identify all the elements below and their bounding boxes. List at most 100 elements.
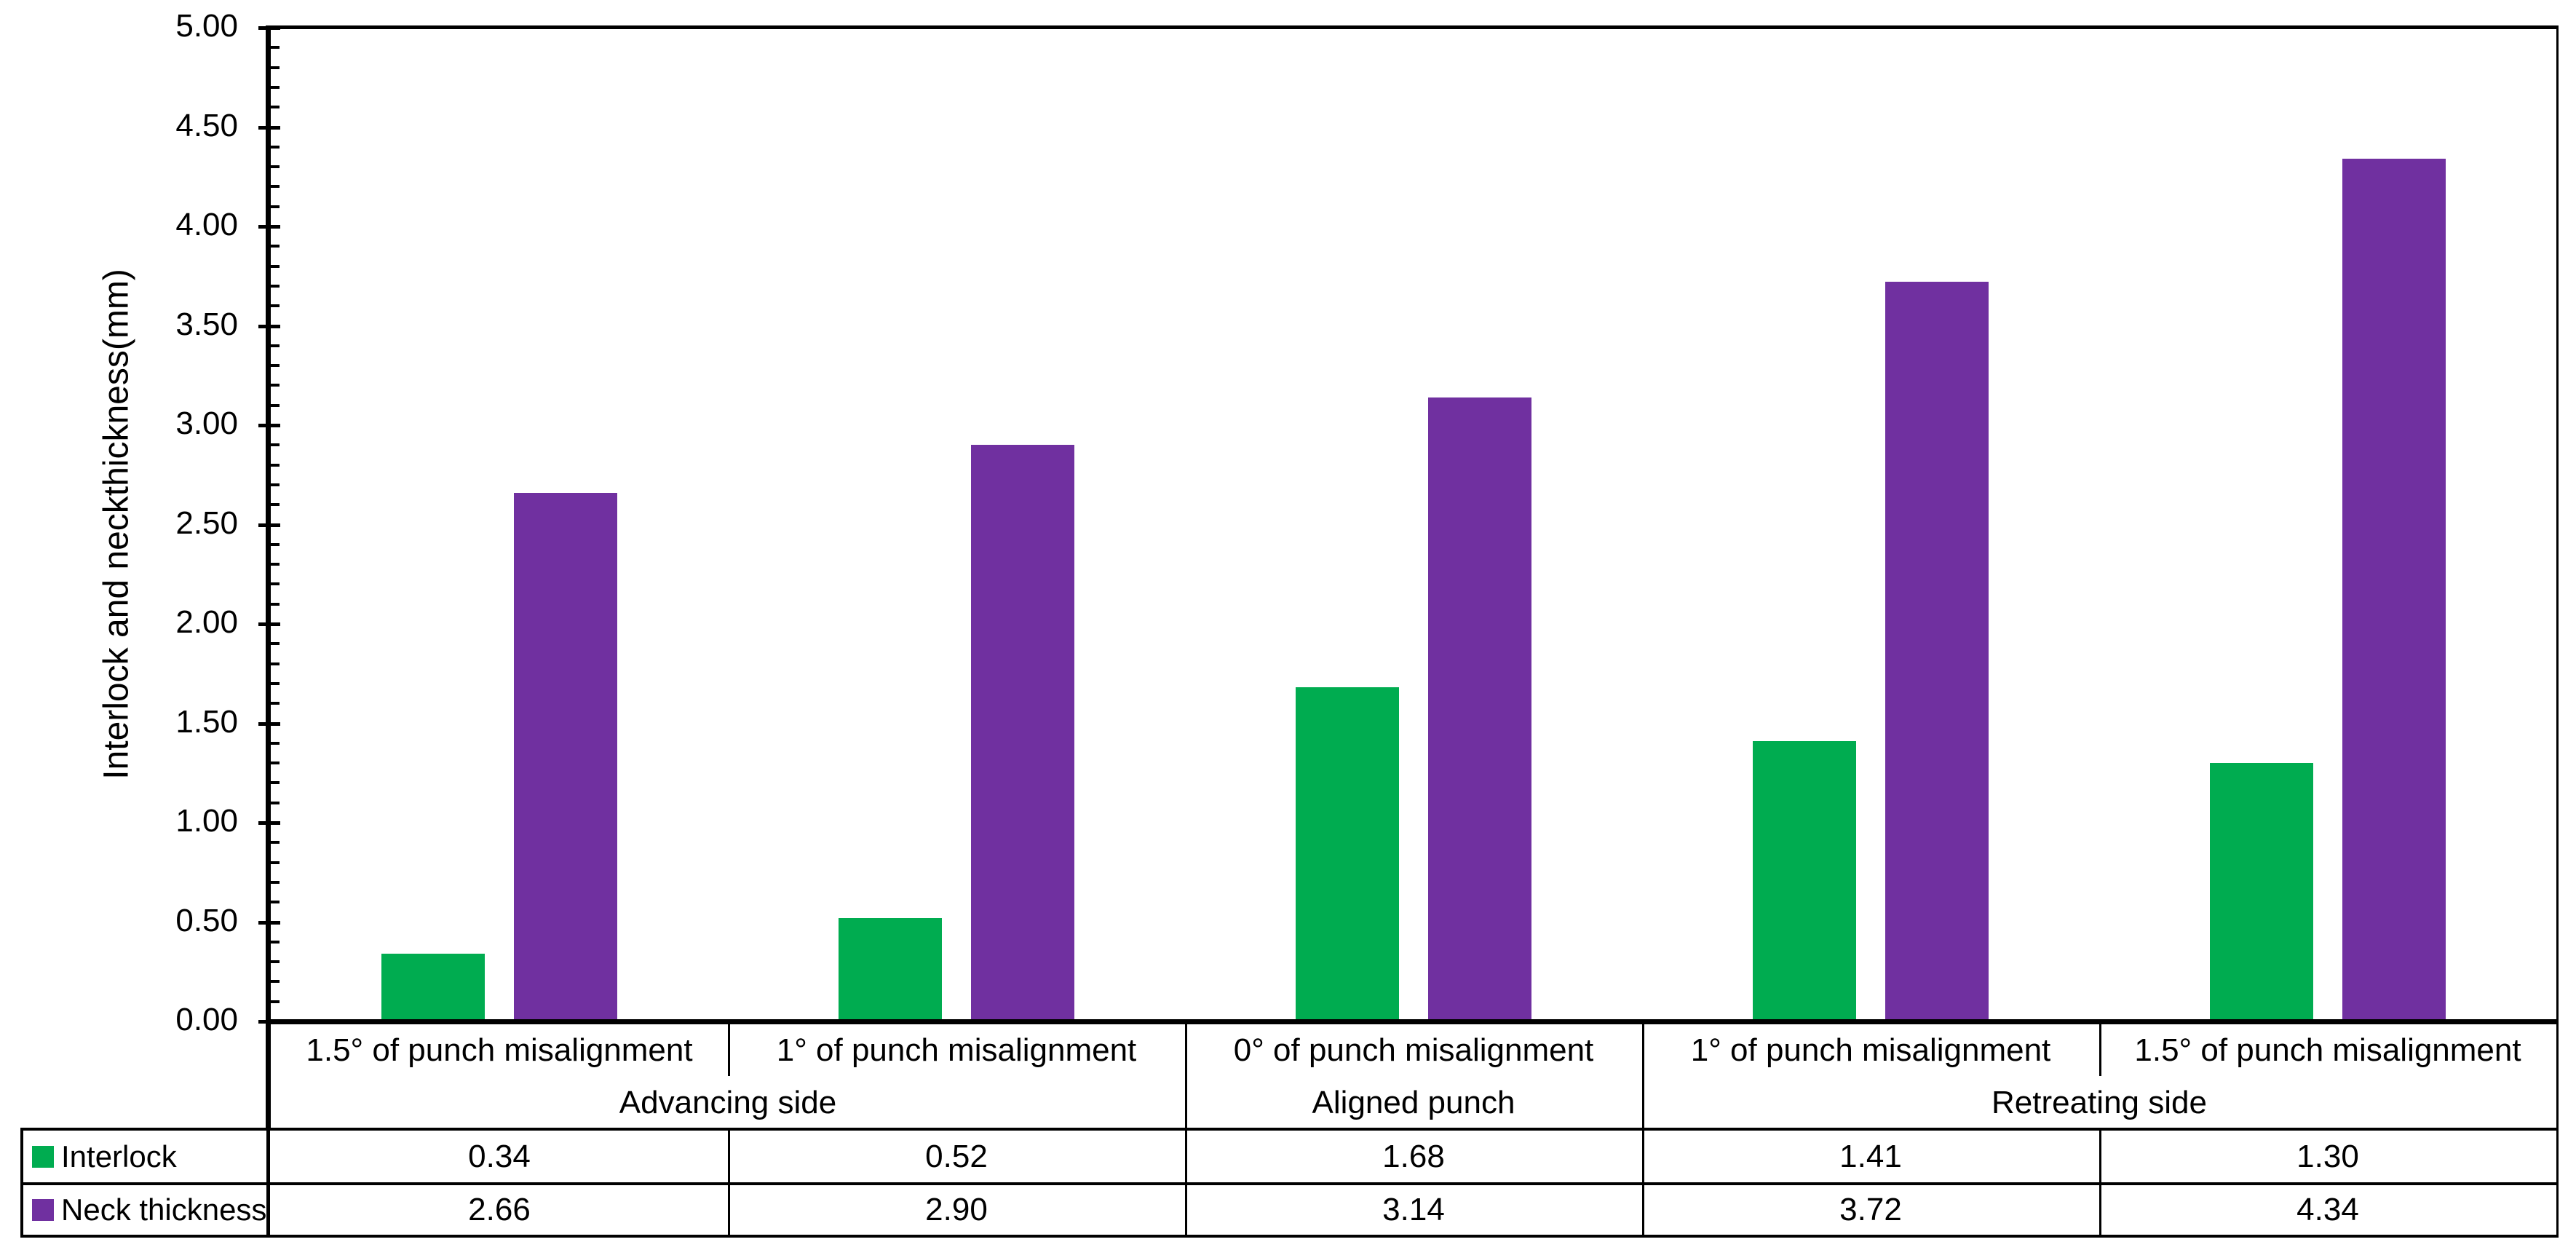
table-column-separator: [1185, 1131, 1187, 1235]
y-minor-tick: [271, 861, 280, 864]
group-boundary-separator: [1642, 1024, 1644, 1128]
y-tick-label: 3.00: [175, 406, 238, 441]
y-minor-tick: [271, 384, 280, 387]
y-minor-tick: [271, 563, 280, 566]
y-minor-tick: [271, 344, 280, 347]
category-separator: [728, 1024, 730, 1076]
y-minor-tick: [271, 941, 280, 944]
x-axis-line: [266, 1019, 2559, 1024]
y-tick-label: 1.00: [175, 803, 238, 839]
bar-interlock: [2210, 763, 2313, 1021]
y-minor-tick: [271, 682, 280, 685]
table-column-separator: [728, 1131, 730, 1235]
group-label: Retreating side: [1992, 1085, 2207, 1120]
table-value-cell: 1.30: [2296, 1138, 2359, 1174]
table-value-cell: 1.41: [1839, 1138, 1902, 1174]
y-minor-tick: [271, 285, 280, 288]
category-label: 1° of punch misalignment: [776, 1032, 1137, 1068]
table-value-cell: 1.68: [1382, 1138, 1445, 1174]
y-minor-tick: [271, 185, 280, 188]
y-minor-tick: [271, 503, 280, 506]
bar-neck-thickness: [971, 445, 1074, 1021]
plot-top-border: [266, 25, 2559, 29]
y-axis-line: [266, 25, 271, 1130]
y-tick-label: 3.50: [175, 306, 238, 342]
group-label: Advancing side: [619, 1085, 837, 1120]
y-minor-tick: [271, 702, 280, 705]
y-minor-tick: [271, 642, 280, 645]
legend-swatch-interlock: [32, 1145, 54, 1168]
category-label: 1° of punch misalignment: [1690, 1032, 2051, 1068]
y-tick-label: 1.50: [175, 704, 238, 740]
table-column-separator: [2099, 1131, 2101, 1235]
y-tick-label: 2.00: [175, 604, 238, 640]
y-minor-tick: [271, 1000, 280, 1003]
table-value-cell: 2.90: [925, 1192, 988, 1227]
y-minor-tick: [271, 245, 280, 248]
y-minor-tick: [271, 960, 280, 963]
y-minor-tick: [271, 66, 280, 69]
category-separator: [2099, 1024, 2101, 1076]
y-minor-tick: [271, 304, 280, 307]
category-label: 1.5° of punch misalignment: [2134, 1032, 2521, 1068]
y-minor-tick: [271, 901, 280, 903]
y-minor-tick: [271, 881, 280, 884]
y-tick-label: 4.00: [175, 207, 238, 242]
legend-cell-neck-thickness: Neck thickness: [23, 1185, 266, 1235]
group-label: Aligned punch: [1312, 1085, 1515, 1120]
table-column-separator: [1642, 1131, 1644, 1235]
table-value-cell: 0.34: [468, 1138, 531, 1174]
bar-neck-thickness: [514, 493, 617, 1021]
y-minor-tick: [271, 364, 280, 367]
bar-interlock: [839, 918, 942, 1021]
y-minor-tick: [271, 841, 280, 844]
y-minor-tick: [271, 662, 280, 665]
bar-neck-thickness: [1885, 282, 1989, 1021]
y-minor-tick: [271, 146, 280, 149]
y-minor-tick: [271, 205, 280, 208]
legend-swatch-neck-thickness: [32, 1199, 54, 1221]
table-value-cell: 3.14: [1382, 1192, 1445, 1227]
y-minor-tick: [271, 86, 280, 89]
table-top-border: [20, 1128, 2559, 1131]
plot-right-border: [2556, 25, 2559, 1238]
y-minor-tick: [271, 46, 280, 49]
y-minor-tick: [271, 603, 280, 606]
y-minor-tick: [271, 582, 280, 585]
y-minor-tick: [271, 761, 280, 764]
legend-label: Interlock: [61, 1139, 177, 1174]
bar-interlock: [1753, 741, 1856, 1021]
bar-interlock: [381, 954, 485, 1021]
bar-neck-thickness: [1428, 397, 1531, 1021]
y-tick-label: 0.50: [175, 903, 238, 938]
y-minor-tick: [271, 404, 280, 407]
table-row-divider: [20, 1182, 2559, 1185]
y-minor-tick: [271, 543, 280, 546]
y-minor-tick: [271, 464, 280, 467]
table-value-cell: 2.66: [468, 1192, 531, 1227]
y-minor-tick: [271, 106, 280, 108]
y-minor-tick: [271, 165, 280, 168]
category-label: 1.5° of punch misalignment: [306, 1032, 693, 1068]
y-minor-tick: [271, 980, 280, 983]
y-tick-label: 5.00: [175, 8, 238, 44]
table-value-cell: 0.52: [925, 1138, 988, 1174]
y-tick-label: 0.00: [175, 1002, 238, 1037]
y-minor-tick: [271, 443, 280, 446]
legend-label: Neck thickness: [61, 1192, 267, 1227]
bar-interlock: [1296, 687, 1399, 1021]
table-value-cell: 3.72: [1839, 1192, 1902, 1227]
y-minor-tick: [271, 781, 280, 784]
y-tick-label: 4.50: [175, 108, 238, 143]
y-minor-tick: [271, 742, 280, 745]
table-bottom-border: [20, 1235, 2559, 1238]
y-minor-tick: [271, 483, 280, 486]
y-minor-tick: [271, 802, 280, 804]
category-label: 0° of punch misalignment: [1233, 1032, 1594, 1068]
table-legend-separator: [266, 1131, 270, 1235]
group-boundary-separator: [1185, 1024, 1187, 1128]
table-value-cell: 4.34: [2296, 1192, 2359, 1227]
table-left-border: [20, 1128, 23, 1238]
legend-cell-interlock: Interlock: [23, 1131, 266, 1182]
